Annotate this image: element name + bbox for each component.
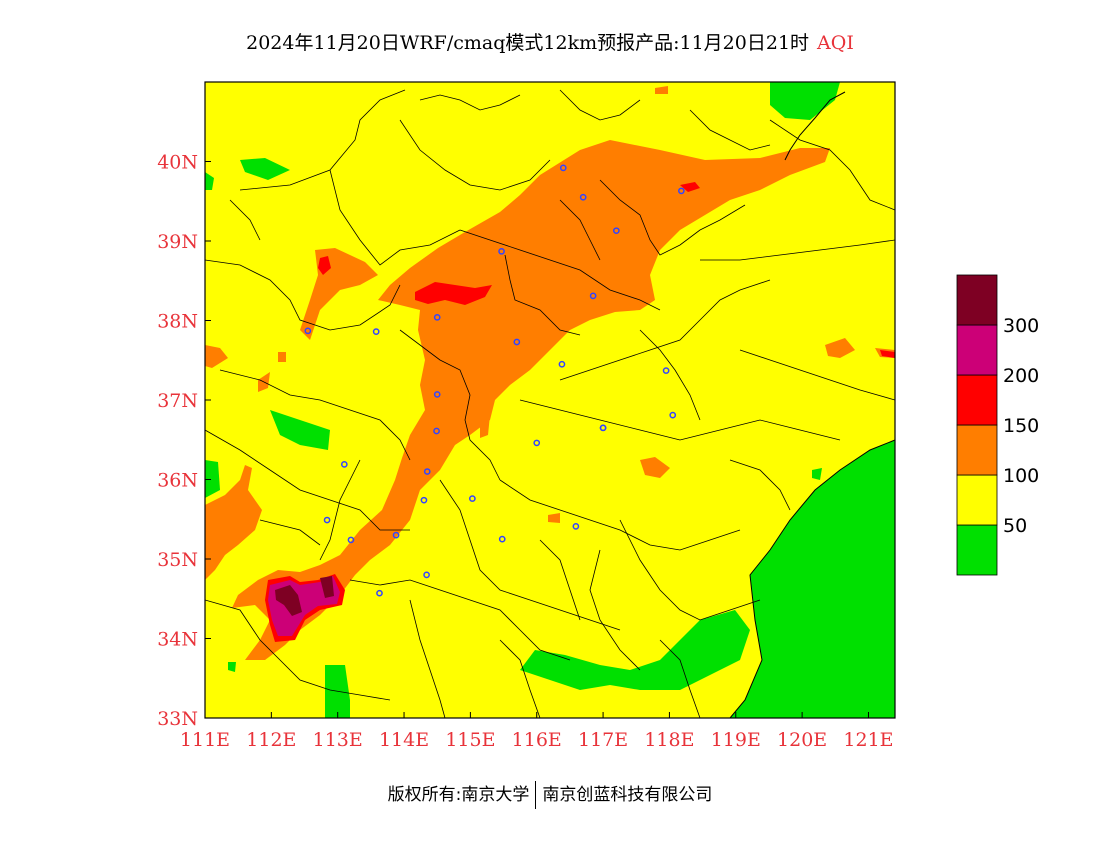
legend-label: 150 <box>1003 415 1039 437</box>
chart-title: 2024年11月20日WRF/cmaq模式12km预报产品:11月20日21时 A… <box>0 28 1100 55</box>
county-boundary-lines <box>205 89 895 718</box>
city-marker <box>392 531 400 539</box>
city-marker <box>433 391 441 398</box>
copyright-separator <box>535 781 537 809</box>
coastline <box>729 91 895 718</box>
city-marker <box>678 187 685 195</box>
legend-swatch <box>956 424 998 476</box>
lon-tick-label: 121E <box>843 729 893 751</box>
lat-tick-label: 37N <box>157 390 198 412</box>
lon-tick-label: 119E <box>711 729 761 751</box>
city-marker <box>423 571 430 579</box>
city-marker <box>433 427 440 435</box>
latitude-axis: 33N 34N 35N 36N 37N 38N 39N 40N <box>157 152 211 730</box>
city-marker <box>420 496 428 504</box>
lon-tick-label: 115E <box>445 729 495 751</box>
longitude-axis: 111E 112E 113E 114E 115E 116E 117E 118E 119E 120E… <box>180 712 894 751</box>
legend-label: 300 <box>1003 315 1039 337</box>
title-unit: AQI <box>817 32 854 54</box>
city-marker <box>559 164 567 172</box>
city-marker <box>469 495 476 502</box>
city-marker <box>513 338 521 346</box>
city-marker <box>347 536 355 544</box>
legend-swatch <box>956 474 998 526</box>
legend-label: 200 <box>1003 365 1039 387</box>
city-marker <box>599 424 607 432</box>
lat-tick-label: 39N <box>157 231 198 253</box>
lon-tick-label: 118E <box>644 729 694 751</box>
lat-tick-label: 34N <box>157 629 198 651</box>
city-marker <box>433 313 441 321</box>
city-marker <box>498 535 506 543</box>
title-text: 2024年11月20日WRF/cmaq模式12km预报产品:11月20日21时 <box>246 32 810 54</box>
city-marker <box>533 439 541 447</box>
copyright-footer: 版权所有:南京大学 南京创蓝科技有限公司 <box>0 780 1100 809</box>
city-marker <box>579 193 587 201</box>
legend-swatch <box>956 274 998 326</box>
lat-tick-label: 35N <box>157 549 198 571</box>
lon-tick-label: 112E <box>246 729 296 751</box>
aqi-fill-good <box>205 82 895 718</box>
copyright-org1: 南京大学 <box>461 785 530 805</box>
lat-tick-label: 40N <box>157 152 198 174</box>
aqi-legend: 50 100 150 200 300 <box>956 274 1039 576</box>
city-markers <box>304 164 685 597</box>
legend-swatch <box>956 374 998 426</box>
lon-tick-label: 117E <box>578 729 628 751</box>
lat-tick-label: 36N <box>157 470 198 492</box>
legend-label: 100 <box>1003 465 1039 487</box>
city-marker <box>612 227 620 235</box>
lat-tick-label: 38N <box>157 311 198 333</box>
city-marker <box>304 327 312 335</box>
city-marker <box>589 292 597 300</box>
copyright-label: 版权所有: <box>387 785 462 805</box>
copyright-org2: 南京创蓝科技有限公司 <box>542 785 713 805</box>
lon-tick-label: 116E <box>512 729 562 751</box>
city-marker <box>572 523 580 530</box>
legend-swatch <box>956 324 998 376</box>
city-marker <box>662 367 670 374</box>
city-marker <box>376 589 383 597</box>
city-marker <box>340 461 348 468</box>
city-marker <box>323 516 331 524</box>
lat-tick-label: 33N <box>157 708 198 730</box>
city-marker <box>558 360 566 368</box>
lon-tick-label: 111E <box>180 729 230 751</box>
lon-tick-label: 114E <box>379 729 429 751</box>
city-marker <box>372 328 380 335</box>
legend-swatch <box>956 524 998 576</box>
lon-tick-label: 120E <box>777 729 827 751</box>
legend-label: 50 <box>1003 515 1027 537</box>
city-marker <box>498 247 505 255</box>
lon-tick-label: 113E <box>313 729 363 751</box>
city-marker <box>669 411 677 419</box>
map-plot-area <box>205 82 895 718</box>
aqi-fill-hazardous <box>275 576 334 616</box>
city-marker <box>423 468 431 475</box>
